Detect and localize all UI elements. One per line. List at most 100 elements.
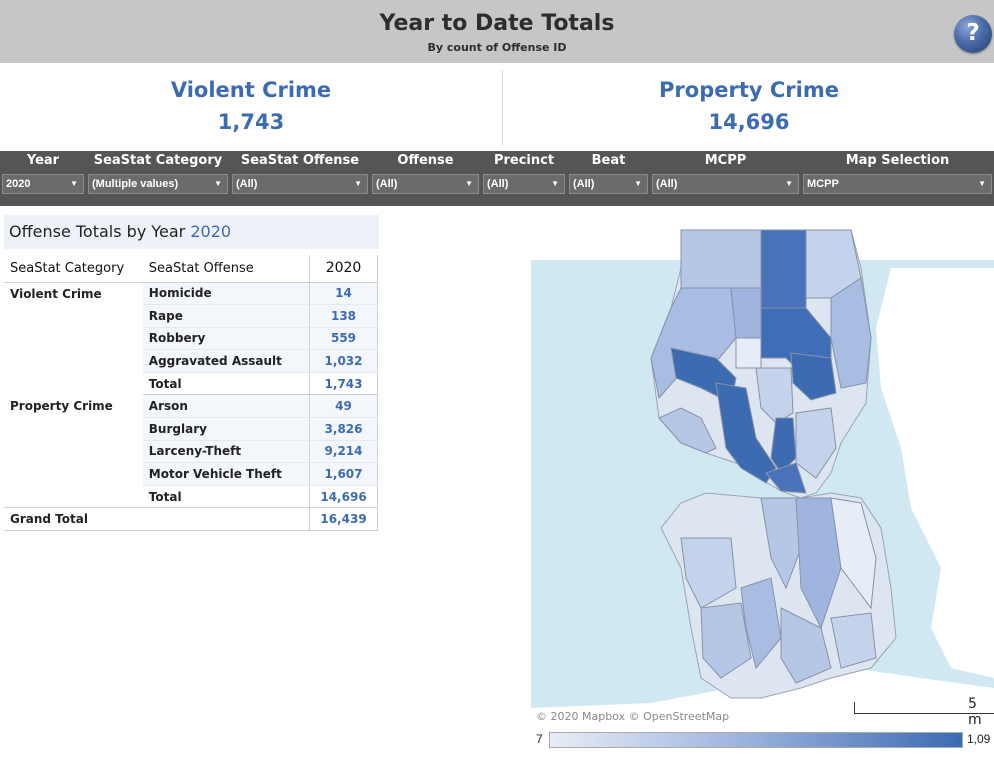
offense-cell: Total [142, 372, 310, 396]
filter-seastat-offense: SeaStat Offense (All) ▼ [230, 151, 370, 206]
filter-precinct: Precinct (All) ▼ [481, 151, 567, 206]
question-mark-icon: ? [966, 20, 980, 46]
district-south-lake[interactable] [830, 612, 877, 669]
chevron-down-icon: ▼ [70, 179, 78, 188]
violent-crime-label: Violent Crime [170, 78, 332, 102]
category-cell [4, 372, 143, 395]
filter-beat: Beat (All) ▼ [567, 151, 650, 206]
table-row[interactable]: Aggravated Assault 1,032 [4, 349, 378, 373]
table-row[interactable]: Burglary 3,826 [4, 417, 378, 441]
precinct-dropdown[interactable]: (All) ▼ [483, 174, 565, 194]
table-row[interactable]: Violent Crime Homicide 14 [4, 282, 378, 306]
district-ravenna[interactable] [790, 352, 837, 401]
district-wallingford[interactable] [735, 337, 762, 369]
district-beacon-hill[interactable] [760, 497, 802, 590]
district-south-park[interactable] [740, 577, 782, 670]
chevron-down-icon: ▼ [465, 179, 473, 188]
east-shore-land [876, 268, 994, 678]
value-cell: 14,696 [309, 485, 378, 509]
grand-total-row[interactable]: Grand Total 16,439 [4, 507, 378, 532]
district-downtown[interactable] [765, 462, 807, 494]
dashboard-subtitle: By count of Offense ID [427, 41, 567, 54]
dashboard-header: Year to Date Totals By count of Offense … [0, 0, 994, 63]
dropdown-value: (Multiple values) [92, 178, 179, 190]
mcpp-dropdown[interactable]: (All) ▼ [652, 174, 799, 194]
offense-cell: Larceny-Theft [142, 440, 310, 464]
offense-cell: Burglary [142, 417, 310, 441]
district-west-seattle[interactable] [680, 537, 737, 609]
category-cell [4, 485, 143, 508]
year-dropdown[interactable]: 2020 ▼ [2, 174, 84, 194]
filter-bar: Year 2020 ▼ SeaStat Category (Multiple va… [0, 151, 994, 206]
table-row[interactable]: Robbery 559 [4, 327, 378, 351]
property-crime-label: Property Crime [659, 78, 839, 102]
choropleth-map[interactable] [531, 208, 994, 728]
district-northwest[interactable] [680, 229, 762, 289]
dropdown-value: (All) [656, 178, 678, 190]
category-cell [4, 418, 143, 441]
category-cell [4, 305, 143, 328]
category-cell: Violent Crime [10, 286, 102, 301]
table-row[interactable]: Larceny-Theft 9,214 [4, 440, 378, 464]
table-row[interactable]: Motor Vehicle Theft 1,607 [4, 462, 378, 486]
district-north-central[interactable] [760, 229, 807, 309]
dropdown-value: 2020 [6, 178, 31, 190]
dropdown-value: (All) [376, 178, 398, 190]
filter-label: Map Selection [845, 153, 950, 168]
grand-total-empty [142, 507, 310, 532]
category-cell: Property Crime [10, 399, 113, 414]
map-attribution[interactable]: © 2020 Mapbox © OpenStreetMap [536, 710, 730, 723]
filter-label: SeaStat Category [93, 153, 223, 168]
category-cell [4, 327, 143, 350]
table-row[interactable]: Rape 138 [4, 304, 378, 328]
chevron-down-icon: ▼ [634, 179, 642, 188]
district-rainier-beach[interactable] [780, 607, 832, 684]
map-selection-dropdown[interactable]: MCPP ▼ [803, 174, 992, 194]
value-cell: 1,032 [309, 349, 378, 373]
district-rainier[interactable] [795, 497, 842, 630]
property-crime-kpi: Property Crime 14,696 [504, 63, 994, 151]
offense-cell: Total [142, 485, 310, 509]
legend-min-value: 7 [536, 732, 543, 746]
kpi-divider [502, 70, 503, 146]
beat-dropdown[interactable]: (All) ▼ [569, 174, 648, 194]
filter-map-selection: Map Selection MCPP ▼ [801, 151, 994, 206]
grand-total-value: 16,439 [309, 507, 378, 532]
offense-dropdown[interactable]: (All) ▼ [372, 174, 479, 194]
table-title: Offense Totals by Year 2020 [4, 215, 379, 249]
district-magnolia[interactable] [658, 407, 717, 454]
seastat-offense-dropdown[interactable]: (All) ▼ [232, 174, 368, 194]
filter-label: Offense [397, 153, 454, 168]
dashboard-title: Year to Date Totals [379, 11, 615, 36]
filter-label: SeaStat Offense [240, 153, 360, 168]
chevron-down-icon: ▼ [354, 179, 362, 188]
help-button[interactable]: ? [954, 15, 992, 53]
filter-offense: Offense (All) ▼ [370, 151, 481, 206]
seastat-category-dropdown[interactable]: (Multiple values) ▼ [88, 174, 228, 194]
district-central[interactable] [795, 407, 837, 479]
column-header-year[interactable]: 2020 [309, 255, 378, 283]
offense-cell: Homicide [142, 282, 310, 306]
district-phinney[interactable] [730, 287, 762, 339]
subtotal-row[interactable]: Total 14,696 [4, 485, 378, 509]
table-title-text: Offense Totals by Year [9, 222, 186, 241]
filter-label: MCPP [704, 153, 747, 168]
filter-mcpp: MCPP (All) ▼ [650, 151, 801, 206]
offense-cell: Robbery [142, 327, 310, 351]
value-cell: 138 [309, 304, 378, 328]
district-columbia-city[interactable] [830, 497, 877, 610]
category-cell [4, 350, 143, 373]
column-header-offense[interactable]: SeaStat Offense [142, 255, 310, 283]
subtotal-row[interactable]: Total 1,743 [4, 372, 378, 396]
district-delridge[interactable] [700, 602, 752, 679]
dropdown-value: (All) [236, 178, 258, 190]
column-header-category[interactable]: SeaStat Category [4, 255, 143, 283]
value-cell: 1,607 [309, 462, 378, 486]
dropdown-value: (All) [573, 178, 595, 190]
table-title-year: 2020 [190, 222, 232, 241]
table-row[interactable]: Property Crime Arson 49 [4, 394, 378, 419]
offense-totals-table: SeaStat Category SeaStat Offense 2020 Vi… [4, 255, 378, 532]
map-scale-bar [854, 702, 994, 714]
map-canvas[interactable] [531, 208, 994, 728]
value-cell: 1,743 [309, 372, 378, 396]
